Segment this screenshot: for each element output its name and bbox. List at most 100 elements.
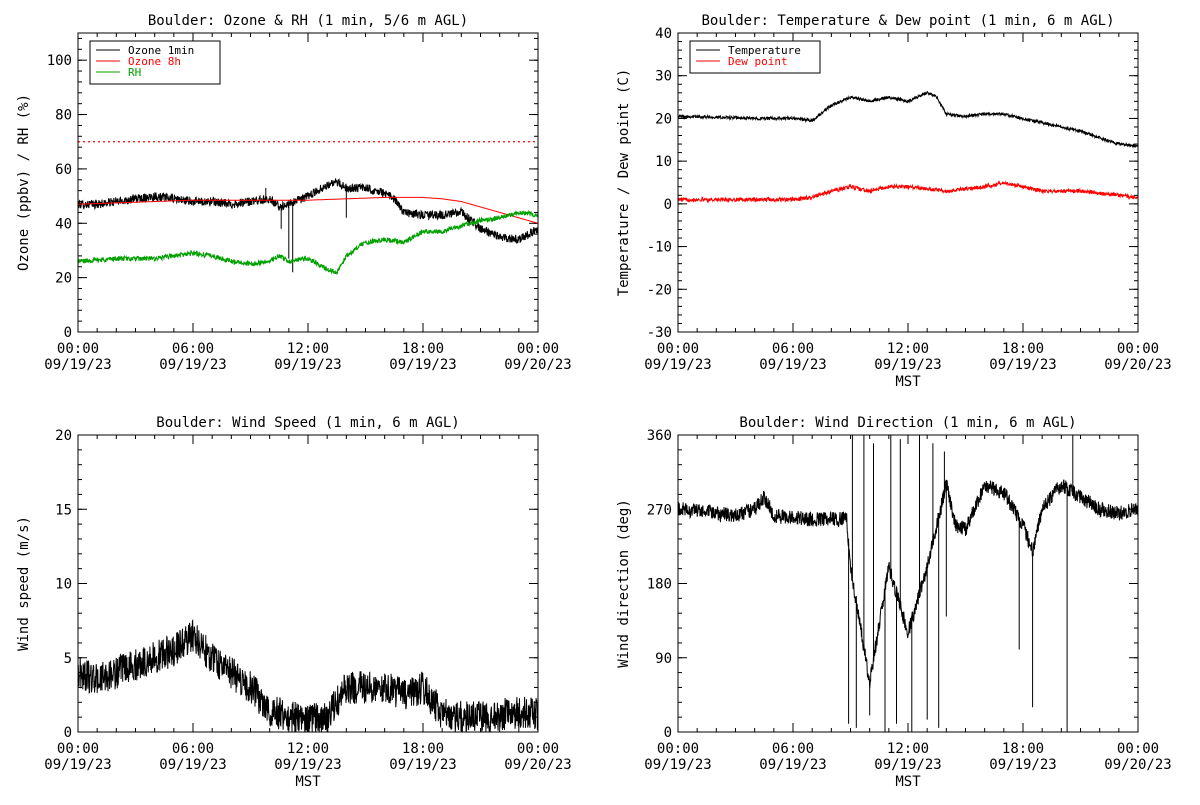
series-line-wind-speed bbox=[78, 618, 538, 732]
x-tick-date: 09/19/23 bbox=[44, 757, 111, 773]
y-tick-label: -20 bbox=[647, 282, 672, 298]
y-axis-label: Wind direction (deg) bbox=[616, 499, 632, 668]
y-tick-label: 80 bbox=[55, 108, 72, 124]
y-tick-label: 0 bbox=[64, 725, 72, 741]
panel-wind-speed: Boulder: Wind Speed (1 min, 6 m AGL) 0 5 10… bbox=[16, 415, 572, 790]
x-tick-date: 09/20/23 bbox=[504, 757, 571, 773]
x-tick-time: 00:00 bbox=[57, 341, 99, 357]
series-line-temperature bbox=[678, 90, 1138, 149]
legend-box bbox=[89, 40, 221, 85]
x-tick-date: 09/19/23 bbox=[44, 357, 111, 373]
legend-entry: Temperature bbox=[728, 44, 801, 57]
x-tick-date: 09/19/23 bbox=[389, 757, 456, 773]
x-tick-time: 18:00 bbox=[1002, 341, 1044, 357]
x-axis-label: MST bbox=[895, 774, 921, 790]
x-tick-date: 09/19/23 bbox=[274, 757, 341, 773]
x-tick-date: 09/20/23 bbox=[1104, 757, 1171, 773]
x-tick-date: 09/19/23 bbox=[644, 357, 711, 373]
x-tick-time: 12:00 bbox=[887, 741, 929, 757]
x-tick-time: 12:00 bbox=[287, 741, 329, 757]
y-axis-label: Ozone (ppbv) / RH (%) bbox=[16, 94, 32, 271]
y-tick-label: 40 bbox=[655, 26, 672, 42]
x-tick-date: 09/19/23 bbox=[874, 357, 941, 373]
x-tick-time: 00:00 bbox=[657, 341, 699, 357]
x-tick-date: 09/19/23 bbox=[874, 757, 941, 773]
panel-temp-dew: Boulder: Temperature & Dew point (1 min,… bbox=[616, 13, 1172, 390]
series-line-ozone-8h bbox=[78, 196, 538, 224]
x-tick-time: 06:00 bbox=[172, 341, 214, 357]
y-tick-label: 60 bbox=[55, 162, 72, 178]
x-tick-date: 09/19/23 bbox=[759, 757, 826, 773]
x-tick-time: 12:00 bbox=[287, 341, 329, 357]
x-tick-time: 18:00 bbox=[402, 741, 444, 757]
chart-title: Boulder: Ozone & RH (1 min, 5/6 m AGL) bbox=[148, 13, 468, 29]
x-tick-time: 00:00 bbox=[1117, 741, 1159, 757]
y-tick-label: 360 bbox=[647, 428, 672, 444]
series-line-ozone-1min bbox=[78, 177, 538, 273]
y-tick-label: 20 bbox=[55, 271, 72, 287]
y-tick-label: 20 bbox=[655, 111, 672, 127]
plot-frame bbox=[677, 434, 1139, 733]
y-tick-label: 270 bbox=[647, 502, 672, 518]
x-tick-time: 00:00 bbox=[657, 741, 699, 757]
x-tick-date: 09/19/23 bbox=[159, 757, 226, 773]
x-tick-time: 18:00 bbox=[402, 341, 444, 357]
x-tick-date: 09/19/23 bbox=[159, 357, 226, 373]
x-tick-time: 06:00 bbox=[772, 341, 814, 357]
legend-entry: Ozone 8h bbox=[128, 55, 181, 68]
series-line-dew-point bbox=[678, 180, 1138, 204]
y-tick-label: 40 bbox=[55, 216, 72, 232]
chart-title: Boulder: Wind Direction (1 min, 6 m AGL) bbox=[739, 415, 1076, 431]
y-axis-label: Wind speed (m/s) bbox=[16, 516, 32, 651]
x-tick-date: 09/19/23 bbox=[644, 757, 711, 773]
x-tick-date: 09/19/23 bbox=[989, 757, 1056, 773]
y-tick-label: 180 bbox=[647, 577, 672, 593]
series-line-wind-direction bbox=[678, 435, 1138, 732]
x-tick-time: 06:00 bbox=[772, 741, 814, 757]
panel-ozone-rh: Boulder: Ozone & RH (1 min, 5/6 m AGL) 0 2… bbox=[16, 13, 572, 373]
x-tick-time: 06:00 bbox=[172, 741, 214, 757]
x-tick-time: 00:00 bbox=[517, 741, 559, 757]
x-tick-time: 18:00 bbox=[1002, 741, 1044, 757]
x-tick-date: 09/19/23 bbox=[389, 357, 456, 373]
x-tick-time: 00:00 bbox=[517, 341, 559, 357]
x-axis-label: MST bbox=[895, 374, 921, 390]
y-tick-label: 0 bbox=[664, 197, 672, 213]
x-tick-date: 09/19/23 bbox=[759, 357, 826, 373]
x-tick-date: 09/19/23 bbox=[274, 357, 341, 373]
x-tick-date: 09/20/23 bbox=[504, 357, 571, 373]
y-tick-label: 20 bbox=[55, 428, 72, 444]
y-tick-label: 5 bbox=[64, 651, 72, 667]
plot-frame bbox=[77, 32, 539, 333]
y-tick-label: 0 bbox=[64, 325, 72, 341]
y-tick-label: 30 bbox=[655, 69, 672, 85]
y-tick-label: -30 bbox=[647, 325, 672, 341]
y-tick-label: 90 bbox=[655, 651, 672, 667]
y-tick-label: 15 bbox=[55, 502, 72, 518]
chart-title: Boulder: Temperature & Dew point (1 min,… bbox=[701, 13, 1114, 29]
plot-frame bbox=[77, 434, 539, 733]
series-line-rh bbox=[78, 209, 538, 275]
legend-entry: Dew point bbox=[728, 55, 788, 68]
legend-entry: Ozone 1min bbox=[128, 44, 194, 57]
legend-box bbox=[689, 40, 821, 74]
chart-title: Boulder: Wind Speed (1 min, 6 m AGL) bbox=[156, 415, 459, 431]
plot-frame bbox=[677, 32, 1139, 333]
y-tick-label: 100 bbox=[47, 53, 72, 69]
x-axis-label: MST bbox=[295, 774, 321, 790]
panel-wind-direction: Boulder: Wind Direction (1 min, 6 m AGL)… bbox=[616, 415, 1172, 790]
x-tick-time: 00:00 bbox=[1117, 341, 1159, 357]
x-tick-date: 09/19/23 bbox=[989, 357, 1056, 373]
x-tick-date: 09/20/23 bbox=[1104, 357, 1171, 373]
y-tick-label: -10 bbox=[647, 240, 672, 256]
x-tick-time: 00:00 bbox=[57, 741, 99, 757]
legend-entry: RH bbox=[128, 66, 141, 79]
y-tick-label: 0 bbox=[664, 725, 672, 741]
y-axis-label: Temperature / Dew point (C) bbox=[616, 69, 632, 297]
y-tick-label: 10 bbox=[55, 577, 72, 593]
